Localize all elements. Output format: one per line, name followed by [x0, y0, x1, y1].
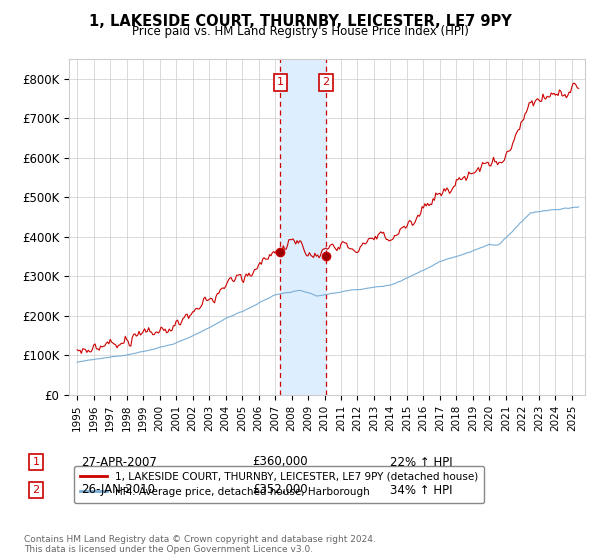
- Text: Contains HM Land Registry data © Crown copyright and database right 2024.
This d: Contains HM Land Registry data © Crown c…: [24, 535, 376, 554]
- Text: 2: 2: [322, 77, 329, 87]
- Bar: [280, 59, 326, 395]
- Text: Price paid vs. HM Land Registry's House Price Index (HPI): Price paid vs. HM Land Registry's House …: [131, 25, 469, 38]
- Text: 34% ↑ HPI: 34% ↑ HPI: [390, 483, 452, 497]
- Text: 1: 1: [32, 457, 40, 467]
- Text: £352,000: £352,000: [252, 483, 308, 497]
- Legend: 1, LAKESIDE COURT, THURNBY, LEICESTER, LE7 9PY (detached house), HPI: Average pr: 1, LAKESIDE COURT, THURNBY, LEICESTER, L…: [74, 465, 484, 503]
- Text: 2: 2: [32, 485, 40, 495]
- Text: 22% ↑ HPI: 22% ↑ HPI: [390, 455, 452, 469]
- Text: 1: 1: [277, 77, 284, 87]
- Text: 27-APR-2007: 27-APR-2007: [81, 455, 157, 469]
- Text: 1, LAKESIDE COURT, THURNBY, LEICESTER, LE7 9PY: 1, LAKESIDE COURT, THURNBY, LEICESTER, L…: [89, 14, 511, 29]
- Text: 26-JAN-2010: 26-JAN-2010: [81, 483, 155, 497]
- Text: £360,000: £360,000: [252, 455, 308, 469]
